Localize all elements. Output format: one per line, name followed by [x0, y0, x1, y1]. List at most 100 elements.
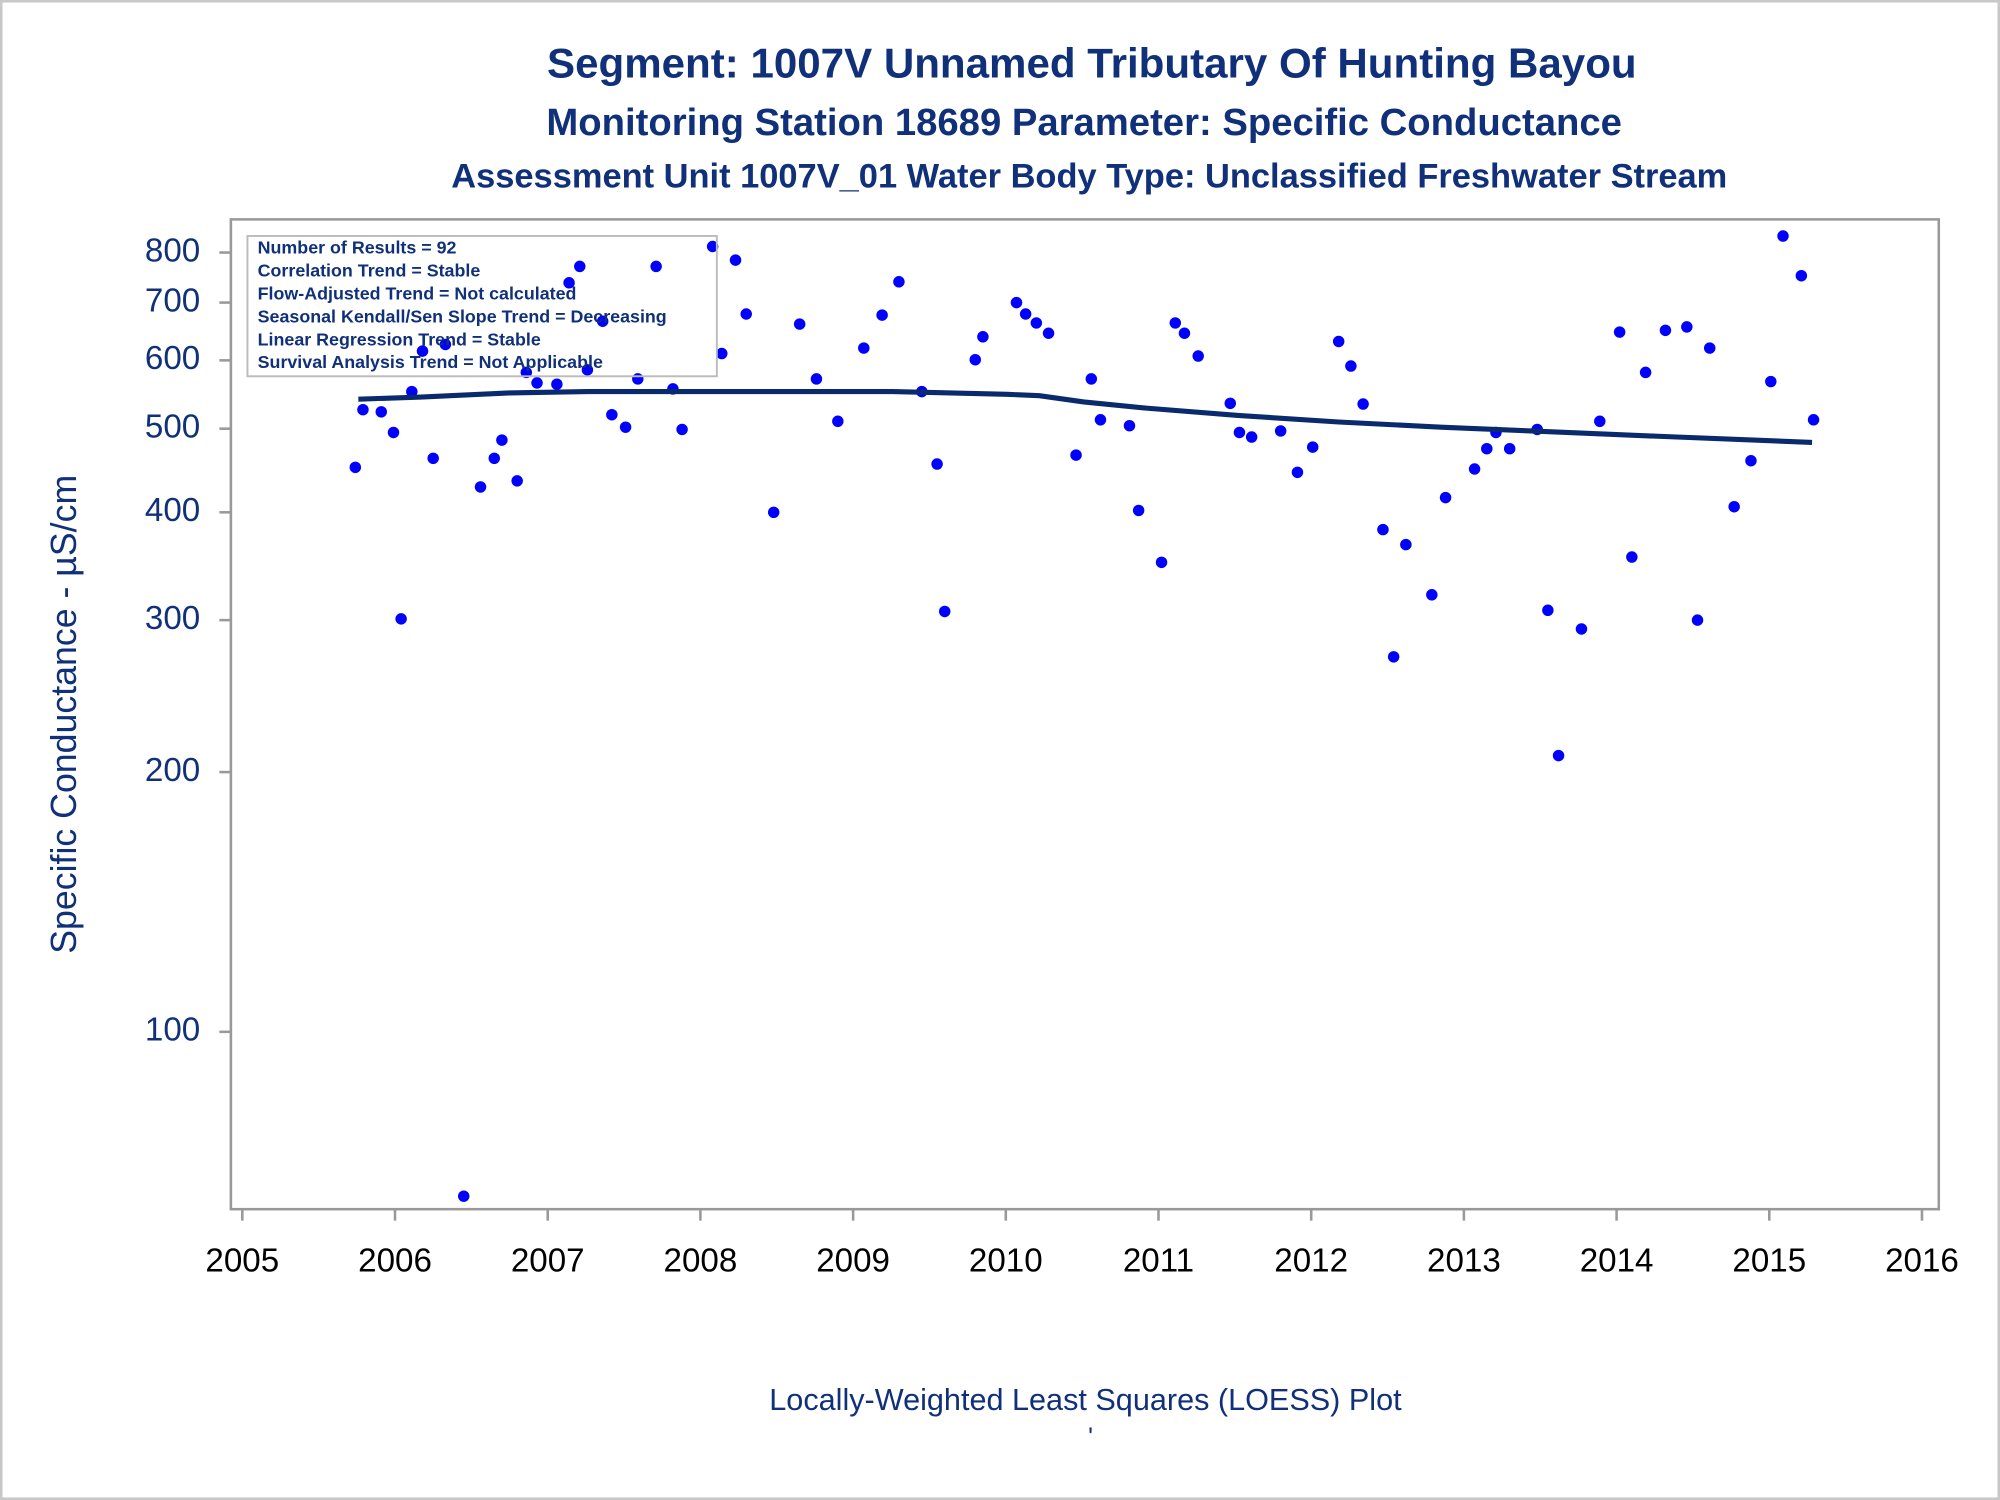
data-point [767, 506, 780, 519]
data-point [1703, 342, 1716, 354]
data-point [1728, 500, 1740, 513]
data-point [496, 434, 508, 446]
y-tick-label: 500 [145, 408, 200, 445]
footnote: Locally-Weighted Least Squares (LOESS) P… [769, 1383, 1402, 1417]
data-point [1681, 321, 1693, 333]
x-tick-label: 2011 [1123, 1243, 1194, 1280]
data-point [1691, 614, 1704, 626]
data-point [1439, 491, 1452, 504]
data-point [1639, 366, 1652, 379]
data-point [574, 260, 586, 273]
data-point [1659, 324, 1672, 337]
data-point [1765, 375, 1777, 388]
data-point [1123, 419, 1136, 432]
data-point [1291, 466, 1304, 479]
x-tick-label: 2006 [358, 1243, 432, 1280]
y-tick-label: 600 [145, 340, 200, 377]
data-point [858, 342, 870, 354]
data-point [931, 458, 943, 470]
x-tick-label: 2012 [1274, 1243, 1348, 1280]
data-point [1481, 442, 1493, 455]
x-tick-label: 2009 [816, 1243, 890, 1280]
data-point [606, 408, 618, 421]
stats-line: Survival Analysis Trend = Not Applicable [258, 352, 603, 372]
footnote-mark: ' [1088, 1424, 1093, 1452]
data-point [563, 277, 575, 289]
data-point [1795, 269, 1808, 282]
data-point [520, 366, 533, 379]
data-point [619, 421, 632, 433]
y-tick-label: 200 [145, 752, 200, 789]
data-point [1178, 327, 1191, 339]
data-point [676, 423, 688, 436]
data-point [1745, 455, 1757, 467]
data-point [1332, 335, 1345, 348]
data-point [1030, 317, 1043, 329]
data-point [1807, 414, 1820, 426]
data-point [1626, 551, 1638, 563]
data-point [706, 240, 719, 253]
data-point [395, 613, 407, 625]
x-tick-label: 2016 [1885, 1243, 1959, 1280]
data-point [349, 461, 362, 474]
data-point [596, 315, 609, 327]
data-point [1042, 327, 1055, 339]
data-point [488, 452, 501, 465]
stats-line: Flow-Adjusted Trend = Not calculated [258, 283, 577, 303]
data-point [551, 378, 563, 390]
data-point [581, 364, 594, 376]
data-point [1224, 397, 1237, 410]
x-tick-label: 2010 [969, 1243, 1043, 1280]
chart-subtitle: Assessment Unit 1007V_01 Water Body Type… [451, 158, 1727, 196]
stats-line: Number of Results = 92 [258, 237, 457, 257]
data-point [1552, 749, 1565, 762]
data-point [1233, 426, 1246, 439]
stats-box [246, 235, 718, 378]
data-point [1575, 623, 1588, 635]
stats-line: Seasonal Kendall/Sen Slope Trend = Decre… [258, 306, 667, 326]
data-point [1192, 350, 1204, 362]
data-point [531, 377, 543, 389]
data-point [1387, 651, 1400, 663]
x-tick-label: 2013 [1427, 1243, 1501, 1280]
data-point [1306, 441, 1319, 453]
x-tick-label: 2005 [205, 1243, 279, 1280]
data-point [1274, 425, 1287, 437]
y-tick-label: 300 [145, 600, 200, 637]
data-point [1503, 442, 1516, 455]
data-point [1132, 504, 1145, 517]
data-point [969, 353, 982, 366]
data-point [1377, 523, 1389, 536]
data-point [375, 406, 388, 418]
x-tick-label: 2007 [511, 1243, 585, 1280]
data-point [1010, 296, 1023, 309]
data-point [1426, 589, 1438, 601]
data-point [357, 403, 369, 416]
data-point [511, 475, 523, 487]
x-tick-label: 2014 [1580, 1243, 1654, 1280]
data-point [716, 347, 728, 360]
y-tick-label: 800 [145, 232, 200, 269]
chart-subtitle: Monitoring Station 18689 Parameter: Spec… [546, 101, 1622, 144]
data-point [1613, 326, 1626, 338]
stats-line: Correlation Trend = Stable [258, 260, 481, 280]
data-point [387, 426, 400, 439]
data-point [1468, 463, 1481, 475]
data-point [406, 385, 418, 398]
stats-line: Linear Regression Trend = Stable [258, 329, 541, 349]
data-point [1085, 373, 1098, 385]
plot-frame [229, 218, 1941, 1211]
chart-title: Segment: 1007V Unnamed Tributary Of Hunt… [547, 39, 1637, 86]
y-axis-label: Specific Conductance - µS/cm [44, 475, 84, 954]
data-point [1155, 556, 1168, 569]
data-point [876, 309, 888, 321]
data-point [457, 1190, 470, 1202]
data-point [427, 452, 439, 465]
x-tick-label: 2008 [664, 1243, 738, 1280]
data-point [729, 254, 742, 266]
data-point [1594, 415, 1606, 428]
data-point [1345, 360, 1357, 372]
data-point [439, 338, 452, 351]
data-point [793, 318, 806, 330]
data-point [1777, 230, 1789, 242]
